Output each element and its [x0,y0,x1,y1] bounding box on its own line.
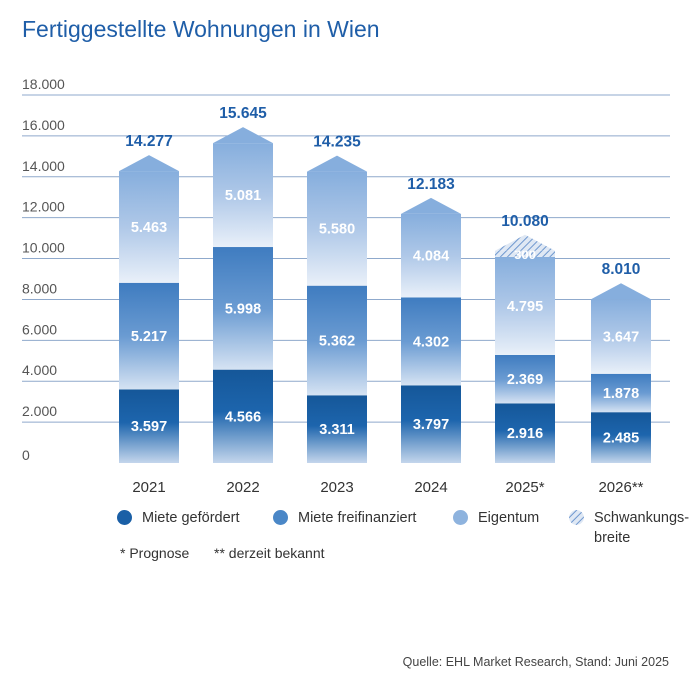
x-tick-label: 2024 [414,479,447,496]
bar-value-label: 5.362 [319,333,355,349]
bar-roof-cap [213,127,273,144]
note-derzeit-bekannt: ** derzeit bekannt [214,545,325,561]
legend-swatch-dark-blue [117,510,132,525]
bar-value-label: 5.580 [319,222,355,238]
x-tick-label: 2022 [226,479,259,496]
y-tick-label: 2.000 [22,403,57,419]
legend-item-miete-freifinanziert: Miete freifinanziert [273,508,416,528]
bar-value-label: 3.597 [131,419,167,435]
bar-segment-eigentum [213,143,273,248]
bar-value-label: 2.916 [507,426,543,442]
bar-segment-miete-gefoerdert [495,403,555,463]
bar-segment-miete-freifinanziert [591,373,651,413]
bar-segment-schwankungsbreite [495,250,555,257]
bar-segment-miete-freifinanziert [401,297,461,386]
legend-item-miete-gefoerdert: Miete gefördert [117,508,240,528]
bar-stack: 3.797 4.302 4.084 12.183 [401,176,461,463]
bar-segment-miete-freifinanziert [119,282,179,390]
bar-value-label: 5.081 [225,188,261,204]
bar-roof-cap [591,283,651,300]
bar-roof-cap [495,234,555,251]
bar-value-label: 2.485 [603,431,639,447]
bar-value-label: 3.797 [413,417,449,433]
bar-segment-eigentum [495,256,555,355]
bar-total-label: 10.080 [501,213,548,230]
bar-segment-eigentum [401,213,461,298]
bar-value-label: 2.369 [507,372,543,388]
bar-segment-eigentum [591,299,651,374]
y-tick-label: 4.000 [22,362,57,378]
bar-value-label: 4.302 [413,334,449,350]
bar-value-label: 1.878 [603,386,639,402]
bar-value-label: 4.795 [507,299,543,315]
bar-stack: 2.485 1.878 3.647 8.010 [591,261,651,463]
y-tick-label: 6.000 [22,321,57,337]
y-tick-label: 0 [22,447,30,463]
bar-total-label: 14.235 [313,134,361,151]
bar-roof-cap [119,155,179,172]
legend-swatch-medium-blue [273,510,288,525]
bar-roof-cap [307,155,367,172]
bar-segment-eigentum [119,171,179,283]
bar-total-label: 15.645 [219,105,267,122]
y-axis-labels: 0 2.000 4.000 6.000 8.000 10.000 12.000 14.000 1… [22,76,65,463]
chart-title: Fertiggestellte Wohnungen in Wien [22,16,380,42]
bar-segment-miete-freifinanziert [213,247,273,370]
x-tick-label: 2025* [505,479,544,496]
bar-segment-miete-gefoerdert [119,389,179,463]
bar-stack: 3.597 5.217 5.463 14.277 [119,133,179,463]
x-tick-label: 2026** [598,479,643,496]
bar-total-label: 14.277 [125,133,172,150]
y-tick-label: 18.000 [22,76,65,92]
bar-value-label: 4.084 [413,249,449,265]
legend-label: Miete freifinanziert [298,510,417,526]
legend-item-eigentum: Eigentum [453,508,539,528]
y-tick-label: 14.000 [22,158,65,174]
x-tick-label: 2023 [320,479,353,496]
bar-value-label: 3.647 [603,330,639,346]
y-tick-label: 16.000 [22,117,65,133]
y-tick-label: 10.000 [22,240,65,256]
legend-label: Miete gefördert [142,510,240,526]
source-note: Quelle: EHL Market Research, Stand: Juni… [402,655,669,669]
bar-total-label: 12.183 [407,176,455,193]
bar-roof-cap [401,197,461,214]
bar-stack: 4.566 5.998 5.081 15.645 [213,105,273,463]
legend: Miete gefördert Miete freifinanziert Eig… [0,508,695,568]
legend-label-line2: breite [594,530,631,546]
legend-swatch-hatched [569,510,584,525]
legend-label-line1: Schwankungs- [594,510,690,526]
y-tick-label: 8.000 [22,280,57,296]
x-axis-labels: 2021 2022 2023 2024 2025* 2026** [132,479,643,496]
bar-stack: 3.311 5.362 5.580 14.235 [307,134,367,463]
bar-segment-miete-gefoerdert [213,369,273,463]
bar-segment-miete-gefoerdert [307,395,367,463]
y-tick-label: 12.000 [22,199,65,215]
bar-segment-eigentum [307,171,367,286]
x-tick-label: 2021 [132,479,165,496]
bar-total-label: 8.010 [602,261,641,278]
chart-area: 0 2.000 4.000 6.000 8.000 10.000 12.000 14.000 1… [22,76,670,496]
bar-value-label: 5.463 [131,220,167,236]
legend-swatch-light-blue [453,510,468,525]
bars: 3.597 5.217 5.463 14.277 4.566 5.998 5.081 15.6… [119,105,651,463]
legend-item-schwankungsbreite: Schwankungs- breite [569,508,689,548]
bar-segment-miete-gefoerdert [401,385,461,463]
legend-label: Eigentum [478,510,540,526]
note-prognose: * Prognose [120,545,190,561]
bar-segment-miete-gefoerdert [591,412,651,463]
bar-value-label: 3.311 [319,422,355,438]
bar-value-label: 4.566 [225,409,261,425]
bar-segment-miete-freifinanziert [307,285,367,396]
bar-value-label: 5.217 [131,329,167,345]
bar-segment-miete-freifinanziert [495,354,555,404]
bar-value-label: 5.998 [225,301,261,317]
